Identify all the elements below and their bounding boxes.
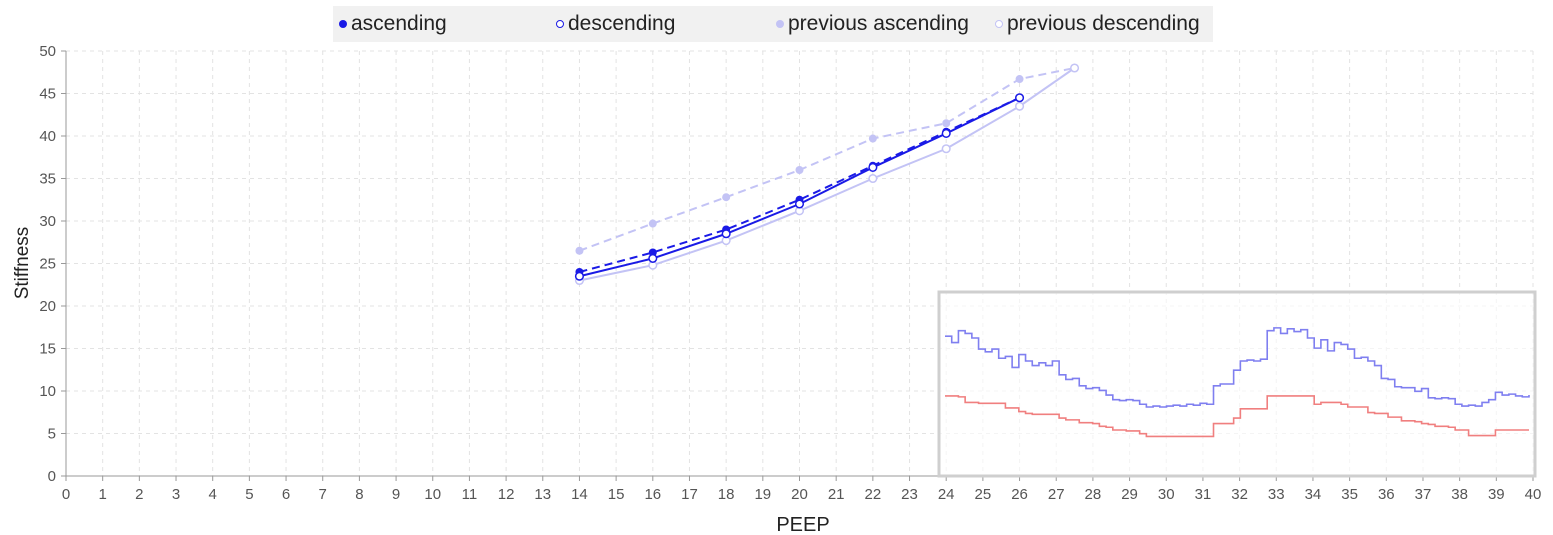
data-point[interactable]: [575, 246, 584, 255]
legend-label: previous descending: [1007, 12, 1200, 35]
inset-panel: [937, 290, 1537, 478]
x-tick-label: 15: [608, 486, 625, 503]
legend-label: previous ascending: [788, 12, 969, 35]
series-previous-ascending: [575, 64, 1079, 255]
data-point[interactable]: [868, 162, 878, 172]
x-tick-label: 6: [282, 486, 290, 503]
y-tick-label: 5: [48, 426, 56, 443]
x-tick-label: 36: [1378, 486, 1395, 503]
x-tick-label: 29: [1121, 486, 1138, 503]
legend-item-descending[interactable]: descending: [556, 6, 675, 42]
y-tick-label: 30: [39, 213, 56, 230]
y-tick-labels: 0 5 10 15 20 25 30 35 40 45 50: [39, 43, 56, 485]
x-tick-label: 38: [1451, 486, 1468, 503]
y-tick-label: 35: [39, 171, 56, 188]
legend-label: ascending: [351, 12, 447, 35]
x-tick-label: 12: [498, 486, 515, 503]
x-tick-label: 5: [245, 486, 253, 503]
x-tick-label: 30: [1158, 486, 1175, 503]
data-point[interactable]: [795, 166, 804, 174]
filled-dot-marker-icon: [339, 20, 347, 28]
filled-dot-marker-icon: [776, 20, 784, 28]
x-tick-label: 14: [571, 486, 588, 503]
legend-item-ascending[interactable]: ascending: [339, 6, 447, 42]
data-point[interactable]: [1070, 63, 1080, 73]
y-tick-label: 50: [39, 43, 56, 60]
x-tick-label: 34: [1305, 486, 1322, 503]
x-tick-label: 25: [975, 486, 992, 503]
data-point[interactable]: [941, 144, 951, 154]
legend-label: descending: [568, 12, 676, 35]
series-descending: [574, 93, 1025, 281]
x-tick-label: 9: [392, 486, 400, 503]
chart-series: [574, 63, 1080, 286]
x-tick-label: 18: [718, 486, 735, 503]
data-point[interactable]: [868, 134, 877, 143]
inset-trace-red: [945, 395, 1529, 438]
data-point[interactable]: [941, 128, 951, 138]
data-point[interactable]: [942, 119, 951, 128]
x-tick-label: 33: [1268, 486, 1285, 503]
x-tick-label: 20: [791, 486, 808, 503]
x-axis-label: PEEP: [776, 514, 829, 535]
legend-item-previous-descending[interactable]: previous descending: [995, 6, 1200, 42]
x-tick-label: 1: [99, 486, 107, 503]
data-point[interactable]: [648, 219, 657, 228]
x-tick-label: 3: [172, 486, 180, 503]
data-point[interactable]: [1015, 93, 1025, 103]
data-point[interactable]: [1015, 75, 1024, 84]
x-tick-label: 4: [209, 486, 217, 503]
x-tick-label: 21: [828, 486, 845, 503]
y-tick-label: 40: [39, 128, 56, 145]
x-tick-label: 10: [424, 486, 441, 503]
data-point[interactable]: [574, 271, 585, 281]
inset-frame: [937, 290, 1537, 478]
open-circle-marker-icon: [556, 20, 564, 28]
x-tick-label: 35: [1341, 486, 1358, 503]
x-tick-label: 17: [681, 486, 698, 503]
data-point[interactable]: [722, 193, 731, 202]
x-tick-label: 2: [135, 486, 143, 503]
data-point[interactable]: [721, 229, 731, 239]
open-circle-marker-icon: [995, 20, 1003, 28]
x-tick-label: 31: [1195, 486, 1212, 503]
series-previous-descending: [574, 63, 1080, 286]
x-tick-label: 22: [865, 486, 882, 503]
series-line: [579, 67, 1076, 282]
x-tick-label: 39: [1488, 486, 1505, 503]
data-point[interactable]: [648, 253, 658, 263]
x-tick-label: 13: [534, 486, 551, 503]
data-point[interactable]: [868, 173, 878, 184]
series-ascending: [575, 93, 1024, 276]
x-tick-label: 19: [754, 486, 771, 503]
x-tick-label: 32: [1231, 486, 1248, 503]
x-tick-labels: 0 1 2 3 4 5 6 7 8 9 10 11 12 13 14 15 16 17 18 19 20 21 22 23 24…: [62, 486, 1542, 503]
inset-trace-blue: [945, 327, 1530, 408]
x-tick-label: 23: [901, 486, 918, 503]
x-tick-label: 28: [1085, 486, 1102, 503]
x-tick-label: 7: [319, 486, 327, 503]
x-tick-label: 11: [462, 486, 478, 503]
y-tick-label: 15: [39, 341, 56, 358]
y-tick-label: 20: [39, 298, 56, 315]
x-tick-label: 27: [1048, 486, 1065, 503]
series-line: [579, 67, 1075, 252]
legend-item-previous-ascending[interactable]: previous ascending: [776, 6, 969, 42]
y-tick-label: 25: [39, 256, 56, 273]
x-tick-label: 37: [1415, 486, 1432, 503]
y-tick-label: 45: [39, 86, 56, 103]
data-point[interactable]: [794, 199, 805, 209]
x-tick-label: 26: [1011, 486, 1028, 503]
y-tick-label: 10: [39, 383, 56, 400]
x-tick-label: 40: [1525, 486, 1542, 503]
x-tick-label: 24: [938, 486, 955, 503]
y-tick-label: 0: [48, 468, 56, 485]
y-axis-label: Stiffness: [12, 227, 33, 300]
x-tick-label: 0: [62, 486, 70, 503]
data-point[interactable]: [1015, 101, 1025, 111]
x-tick-label: 16: [644, 486, 661, 503]
x-tick-label: 8: [355, 486, 363, 503]
chart-legend: ascending descending previous ascending …: [333, 6, 1213, 42]
